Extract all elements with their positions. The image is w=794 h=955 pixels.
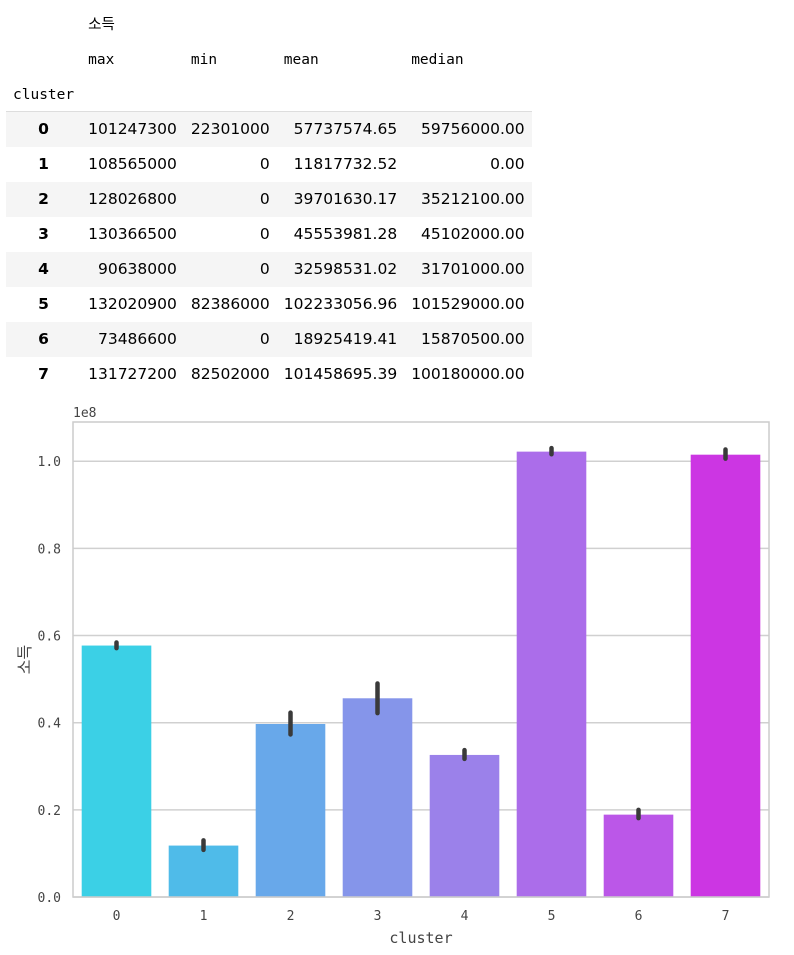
table-index-header-row: cluster bbox=[6, 78, 532, 112]
cell-median: 100180000.00 bbox=[411, 365, 525, 383]
cell-median: 31701000.00 bbox=[421, 260, 525, 278]
table-row: 4 90638000 0 32598531.02 31701000.00 bbox=[6, 251, 532, 287]
table-row: 7 131727200 82502000 101458695.39 100180000.… bbox=[6, 357, 532, 392]
cell-min: 82502000 bbox=[190, 365, 270, 383]
col-header-median: median bbox=[411, 52, 464, 68]
bar bbox=[603, 814, 674, 897]
table-row: 6 73486600 0 18925419.41 15870500.00 bbox=[6, 321, 532, 357]
cell-max: 128026800 bbox=[88, 190, 177, 208]
y-tick-label: 1.0 bbox=[38, 455, 61, 470]
row-index: 3 bbox=[38, 225, 49, 243]
x-tick-label: 4 bbox=[461, 909, 469, 924]
x-axis-label: cluster bbox=[389, 929, 452, 947]
cell-min: 0 bbox=[259, 155, 270, 173]
x-tick-label: 7 bbox=[722, 909, 730, 924]
index-name: cluster bbox=[13, 86, 75, 103]
cell-max: 130366500 bbox=[88, 225, 177, 243]
table-row: 0 101247300 22301000 57737574.65 59756000.00 bbox=[6, 111, 532, 147]
bar bbox=[516, 451, 587, 897]
table-row: 1 108565000 0 11817732.52 0.00 bbox=[6, 147, 532, 182]
cell-median: 45102000.00 bbox=[421, 225, 525, 243]
cell-max: 131727200 bbox=[88, 365, 177, 383]
cell-mean: 11817732.52 bbox=[293, 155, 398, 173]
bar bbox=[255, 723, 326, 897]
y-tick-label: 0.0 bbox=[38, 891, 61, 906]
x-tick-label: 0 bbox=[113, 909, 121, 924]
plot-frame bbox=[72, 421, 770, 898]
row-index: 1 bbox=[38, 155, 49, 173]
cell-median: 0.00 bbox=[490, 155, 525, 173]
row-index: 2 bbox=[38, 190, 49, 208]
col-header-min: min bbox=[190, 52, 218, 68]
cell-mean: 57737574.65 bbox=[276, 111, 405, 147]
bar bbox=[690, 454, 761, 897]
error-bars bbox=[114, 445, 728, 853]
y-tick-label: 0.8 bbox=[38, 542, 61, 557]
table-corner bbox=[6, 4, 81, 42]
table-row: 3 130366500 0 45553981.28 45102000.00 bbox=[6, 217, 532, 252]
group-header: 소득 bbox=[88, 16, 115, 33]
bars bbox=[81, 451, 761, 897]
x-tick-label: 2 bbox=[287, 909, 295, 924]
cell-mean: 32598531.02 bbox=[293, 260, 398, 278]
cell-min: 0 bbox=[259, 190, 270, 208]
cell-min: 0 bbox=[259, 260, 270, 278]
cell-min: 0 bbox=[259, 225, 270, 243]
cell-median: 15870500.00 bbox=[421, 330, 525, 348]
cell-mean: 45553981.28 bbox=[293, 225, 398, 243]
y-tick-label: 0.2 bbox=[38, 804, 61, 819]
col-header-mean: mean bbox=[283, 52, 319, 68]
cell-mean: 102233056.96 bbox=[283, 295, 398, 313]
cell-median: 101529000.00 bbox=[411, 295, 525, 313]
bar bbox=[429, 754, 500, 897]
cell-max: 101247300 bbox=[81, 111, 184, 147]
col-header-max: max bbox=[88, 52, 115, 68]
cell-min: 22301000 bbox=[183, 111, 277, 147]
dataframe-table: 소득 max min mean median cluster 0 10124730… bbox=[6, 4, 532, 392]
table-row: 5 132020900 82386000 102233056.96 101529000.… bbox=[6, 287, 532, 322]
y-tick-label: 0.4 bbox=[38, 717, 62, 732]
cell-max: 73486600 bbox=[97, 330, 177, 348]
cell-max: 132020900 bbox=[88, 295, 177, 313]
y-offset-label: 1e8 bbox=[73, 406, 96, 421]
cell-mean: 18925419.41 bbox=[293, 330, 398, 348]
x-tick-label: 1 bbox=[200, 909, 208, 924]
table-group-header-row: 소득 bbox=[6, 4, 532, 42]
cell-median: 35212100.00 bbox=[421, 190, 525, 208]
row-index: 5 bbox=[38, 295, 49, 313]
y-axis-label: 소득 bbox=[15, 645, 34, 674]
row-index: 4 bbox=[38, 260, 49, 278]
y-axis-ticks: 0.0 0.2 0.4 0.6 0.8 1.0 bbox=[38, 455, 62, 906]
cell-min: 82386000 bbox=[190, 295, 270, 313]
bar bbox=[168, 845, 239, 897]
table-row: 2 128026800 0 39701630.17 35212100.00 bbox=[6, 181, 532, 217]
cell-max: 108565000 bbox=[88, 155, 177, 173]
row-index: 7 bbox=[38, 365, 49, 383]
cell-mean: 101458695.39 bbox=[283, 365, 398, 383]
x-axis-ticks: 0 1 2 3 4 5 6 7 bbox=[113, 909, 730, 924]
table-stat-header-row: max min mean median bbox=[6, 42, 532, 78]
row-index: 0 bbox=[6, 111, 82, 147]
cell-mean: 39701630.17 bbox=[293, 190, 398, 208]
x-tick-label: 5 bbox=[548, 909, 556, 924]
row-index: 6 bbox=[38, 330, 49, 348]
bar bbox=[81, 645, 152, 897]
cell-max: 90638000 bbox=[97, 260, 177, 278]
x-tick-label: 3 bbox=[374, 909, 382, 924]
cell-min: 0 bbox=[259, 330, 270, 348]
cell-median: 59756000.00 bbox=[404, 111, 532, 147]
y-tick-label: 0.6 bbox=[38, 630, 61, 645]
bar bbox=[342, 698, 413, 897]
x-tick-label: 6 bbox=[635, 909, 643, 924]
